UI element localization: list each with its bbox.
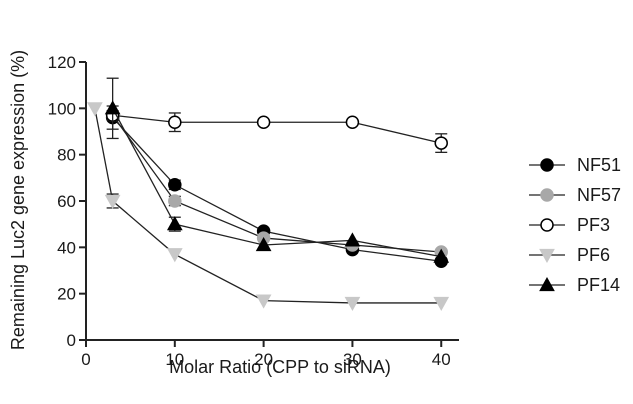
x-tick-label: 20 — [254, 350, 273, 369]
y-tick-label: 0 — [67, 331, 76, 350]
x-tick-label: 0 — [81, 350, 90, 369]
y-tick-label: 20 — [57, 285, 76, 304]
series-line-nf57 — [112, 114, 442, 253]
series-line-pf6 — [94, 108, 442, 304]
series-pf6 — [87, 102, 450, 311]
data-point-pf6 — [344, 296, 361, 311]
data-point-nf51 — [168, 178, 182, 192]
data-point-pf6 — [255, 294, 272, 309]
data-point-pf14 — [255, 236, 272, 252]
y-tick-label: 100 — [48, 99, 76, 118]
legend-marker — [539, 248, 555, 264]
legend-marker — [540, 158, 554, 172]
legend-item-nf51: NF51 — [529, 155, 621, 175]
legend-item-pf3: PF3 — [529, 215, 610, 235]
data-point-pf3 — [256, 115, 271, 129]
data-point-pf14 — [104, 100, 121, 115]
x-axis-title: Molar Ratio (CPP to siRNA) — [169, 357, 391, 377]
y-axis-title: Remaining Luc2 gene expression (%) — [8, 50, 28, 350]
data-point-pf14 — [433, 248, 450, 263]
data-point-pf6 — [433, 296, 450, 311]
y-tick-label: 120 — [48, 53, 76, 72]
legend-label: PF6 — [577, 245, 610, 265]
x-tick-label: 30 — [343, 350, 362, 369]
data-point-pf6 — [104, 194, 121, 210]
series-pf3 — [105, 108, 448, 154]
data-point-nf57 — [168, 194, 182, 208]
data-point-pf14 — [166, 216, 183, 231]
series-pf14 — [104, 77, 450, 263]
series-nf51 — [105, 105, 448, 268]
legend-label: NF57 — [577, 185, 621, 205]
data-point-pf3 — [434, 136, 448, 150]
data-point-pf6 — [166, 248, 183, 263]
legend-item-pf6: PF6 — [529, 245, 610, 265]
y-tick-label: 40 — [57, 238, 76, 257]
data-point-pf14 — [344, 232, 361, 247]
legend-marker — [540, 188, 554, 202]
legend-item-pf14: PF14 — [529, 275, 620, 295]
data-point-pf6 — [87, 102, 103, 117]
plot-area: 0 20 40 60 80 100 120 0 10 20 30 40 — [48, 53, 459, 369]
series-line-pf3 — [112, 114, 442, 144]
legend-item-nf57: NF57 — [529, 185, 621, 205]
legend-marker — [540, 218, 554, 232]
legend: NF51 NF57 PF3 PF6 PF14 — [529, 155, 621, 295]
legend-marker — [539, 276, 555, 292]
legend-label: PF3 — [577, 215, 610, 235]
x-tick-label: 10 — [165, 350, 184, 369]
legend-label: NF51 — [577, 155, 621, 175]
series-nf57 — [105, 108, 448, 259]
x-tick-label: 40 — [432, 350, 451, 369]
y-tick-label: 80 — [57, 146, 76, 165]
y-tick-label: 60 — [57, 192, 76, 211]
data-point-pf3 — [345, 115, 360, 129]
legend-label: PF14 — [577, 275, 620, 295]
data-point-pf3 — [168, 115, 182, 129]
